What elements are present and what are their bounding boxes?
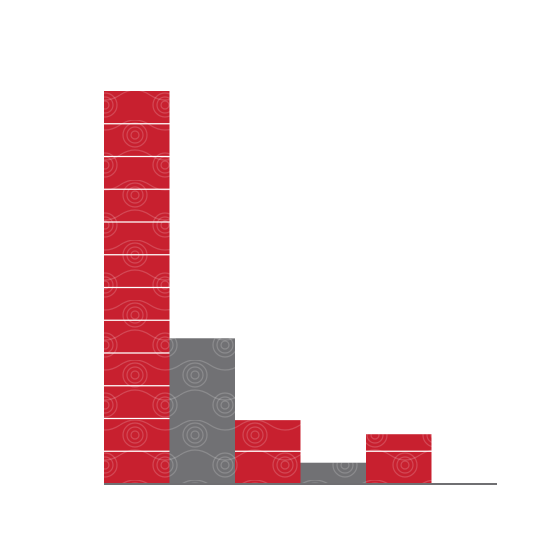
bar-texture — [300, 462, 366, 484]
bar-texture — [235, 420, 301, 484]
bar-texture — [366, 434, 432, 484]
bar-texture — [169, 338, 235, 484]
plot-area — [104, 91, 432, 484]
